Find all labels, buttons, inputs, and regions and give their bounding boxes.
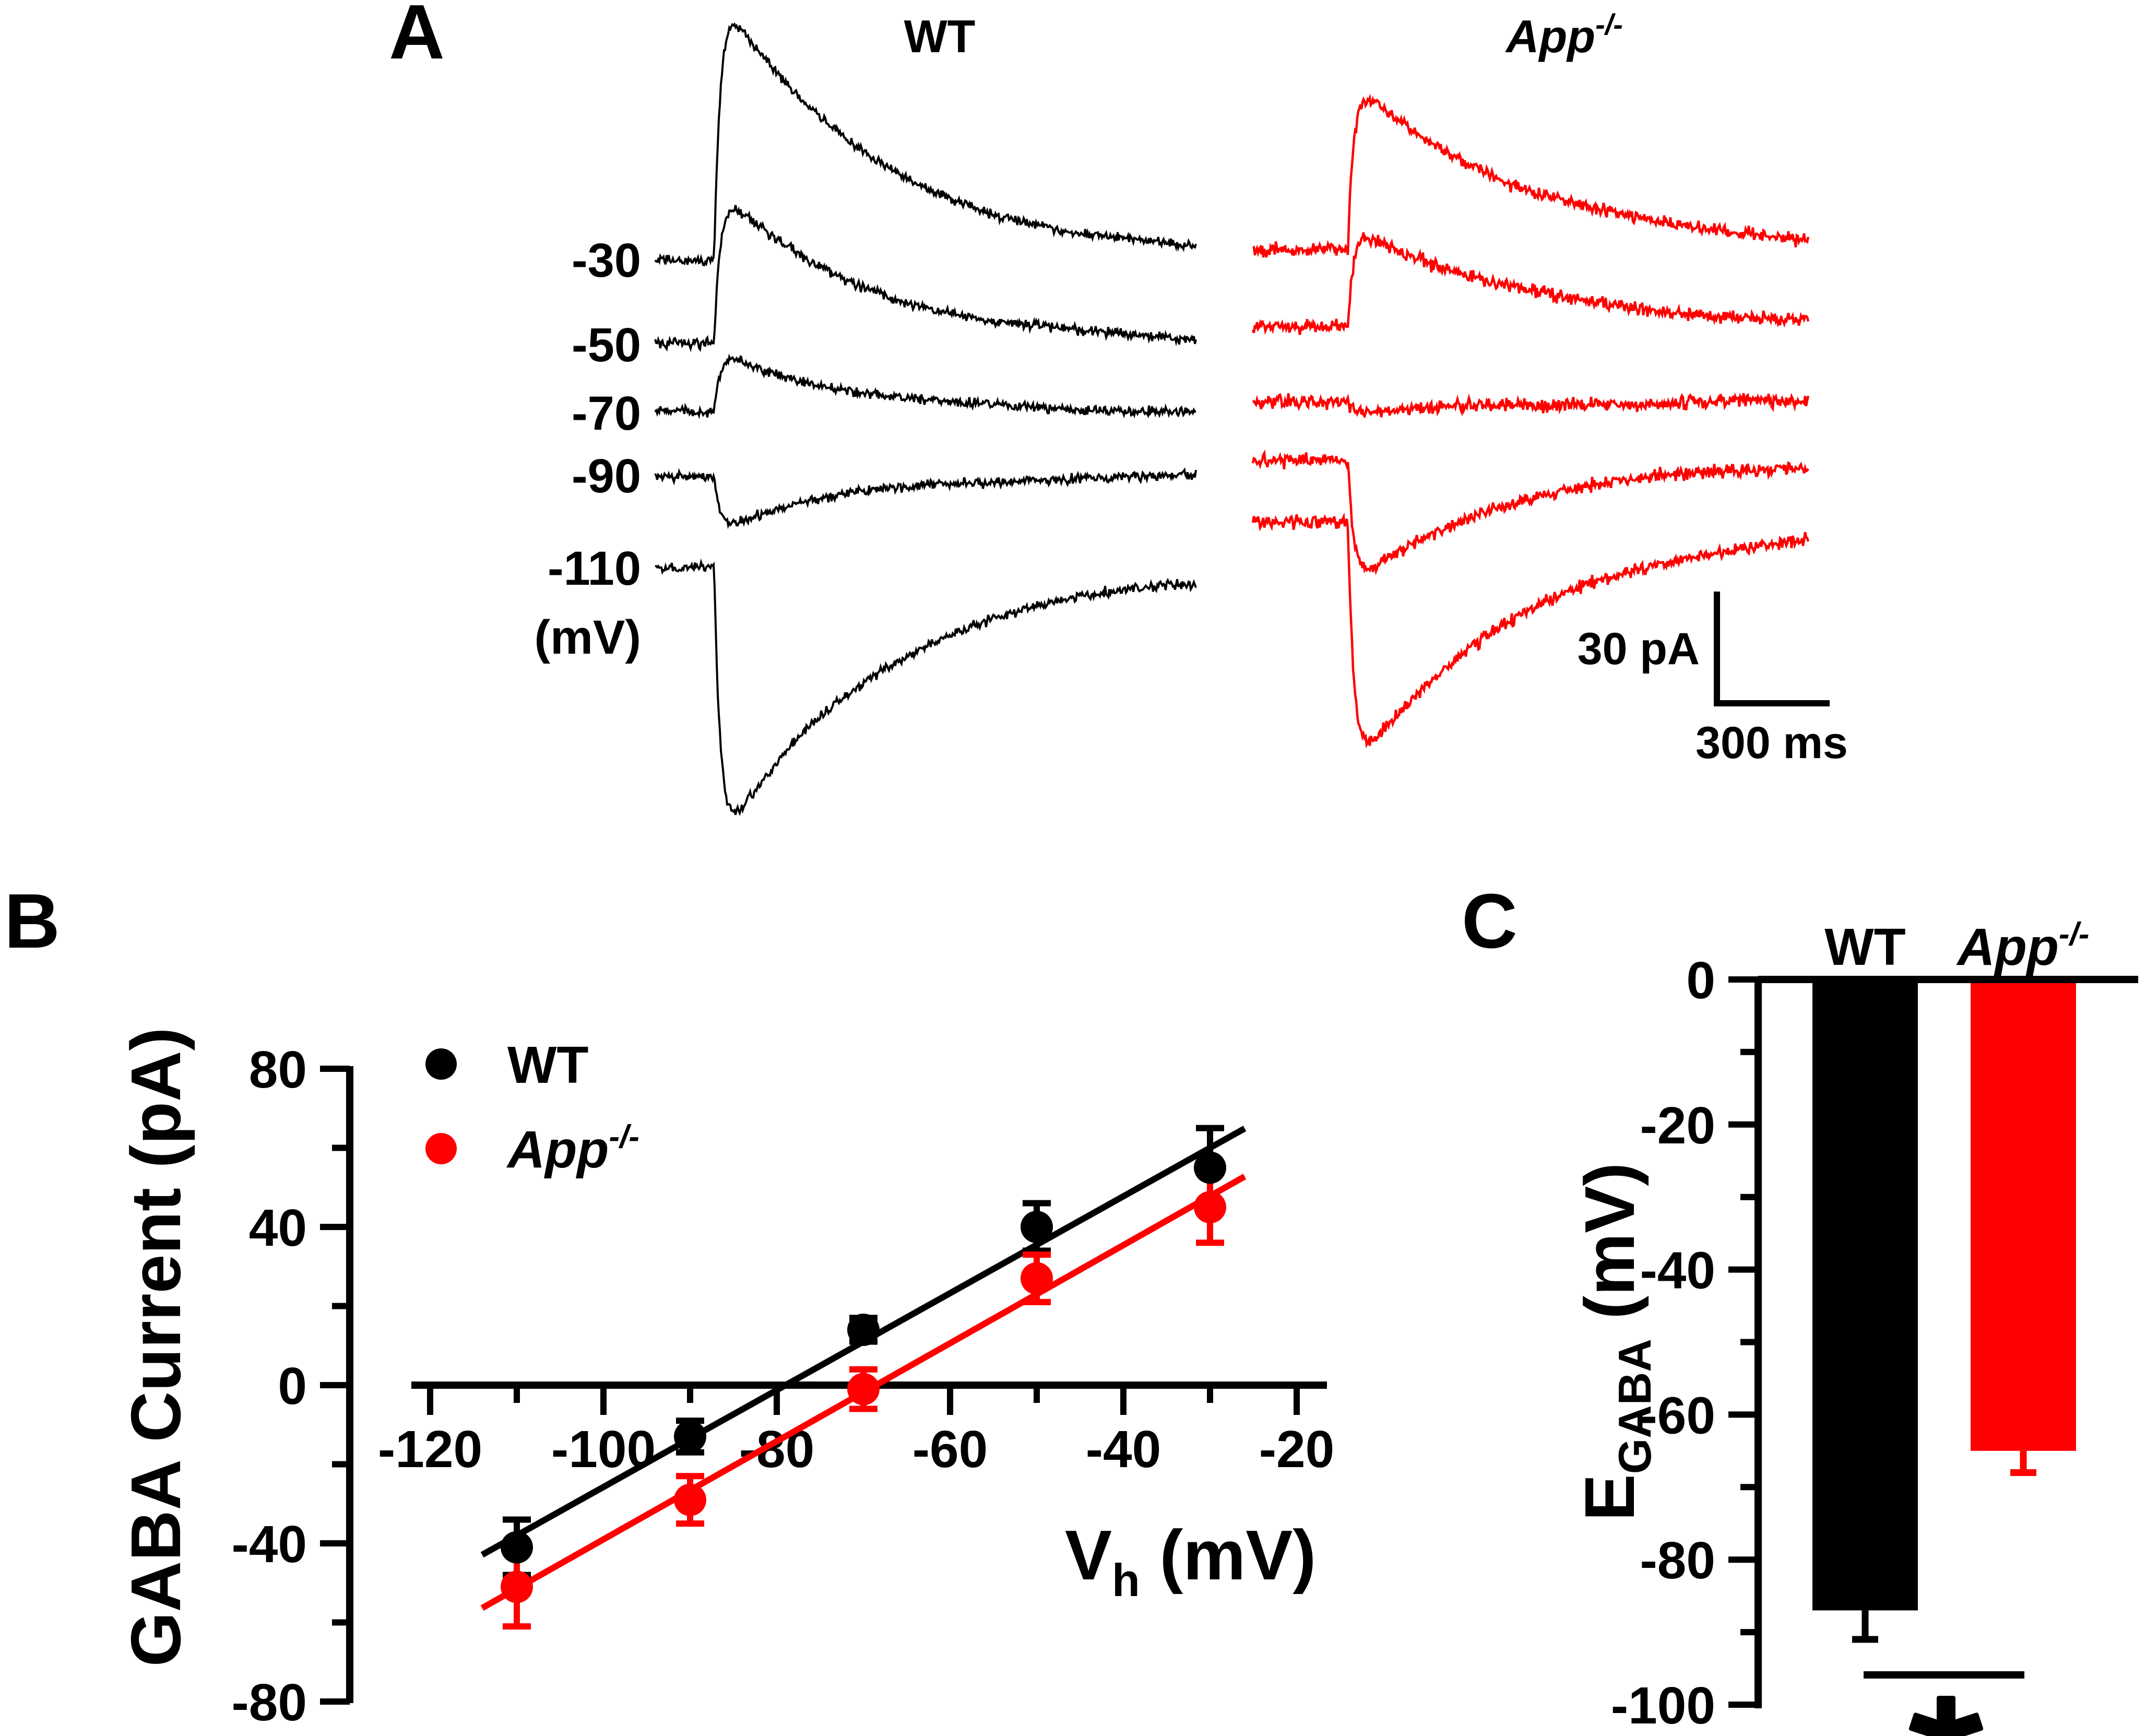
legend-app-sup: -/-	[609, 1119, 639, 1155]
legend-marker-app	[425, 1133, 457, 1164]
app-title-main: App	[1505, 10, 1595, 62]
b-x-tick-label--120: -120	[378, 1420, 482, 1479]
a-voltage-label--70: -70	[572, 387, 641, 440]
b-x-title-main: V	[1065, 1516, 1112, 1595]
b-x-title-rest: (mV)	[1140, 1516, 1317, 1595]
b-point-WT--50	[1021, 1211, 1053, 1243]
panel-c-letter: C	[1462, 878, 1517, 964]
a-voltage-label--30: -30	[572, 234, 641, 287]
a-trace-app--90mV	[1251, 449, 1809, 575]
panel-b-letter: B	[4, 878, 60, 964]
b-x-tick-label--40: -40	[1086, 1420, 1161, 1479]
b-data-points	[501, 1151, 1226, 1603]
panel-a-wt-title: WT	[904, 10, 976, 62]
panel-a-app-title: App-/-	[1505, 8, 1623, 62]
legend-label-wt: WT	[507, 1036, 588, 1094]
a-voltage-label--50: -50	[572, 318, 641, 372]
asterisk-arm	[1908, 1713, 1951, 1736]
a-voltage-label--110: -110	[548, 542, 641, 595]
a-trace-app--50mV	[1251, 232, 1810, 335]
c-bars	[1812, 979, 2076, 1611]
b-point-App-/---70	[847, 1373, 880, 1406]
b-x-tick-label--60: -60	[912, 1420, 988, 1479]
c-col-app-sup: -/-	[2059, 916, 2090, 952]
b-point-WT--30	[1194, 1151, 1226, 1184]
b-point-WT--90	[674, 1420, 706, 1453]
scalebar-time-label: 300 ms	[1696, 718, 1848, 768]
panel-a: A WT App-/- -30-50-70-90-110 (mV) 30 pA …	[389, 0, 1848, 816]
a-trace-wt--30mV	[654, 22, 1197, 267]
a-trace-app--70mV	[1252, 392, 1810, 419]
a-trace-app--30mV	[1252, 93, 1810, 258]
a-trace-wt--50mV	[654, 205, 1197, 352]
b-y-tick-label-40: 40	[249, 1199, 307, 1257]
c-y-title-rest: (mV)	[1570, 1163, 1649, 1339]
b-y-tick-label--40: -40	[231, 1515, 307, 1574]
c-y-title-main: E	[1570, 1474, 1649, 1521]
legend-marker-wt	[425, 1048, 457, 1080]
b-x-title-sub: h	[1112, 1554, 1140, 1606]
c-y-tick-label--100: -100	[1611, 1676, 1715, 1735]
a-trace-app--110mV	[1251, 512, 1810, 749]
c-col-app-main: App	[1956, 918, 2059, 976]
b-point-App-/---50	[1021, 1262, 1053, 1295]
scalebar-current-label: 30 pA	[1578, 624, 1700, 674]
panel-c: C EGABA (mV) 0 -20 -40 -60 -80 -100 WT App-/-	[1462, 878, 2138, 1736]
b-y-tick-label-80: 80	[249, 1041, 307, 1099]
b-point-App-/---110	[501, 1570, 533, 1603]
a-trace-wt--90mV	[654, 467, 1197, 529]
b-point-WT--110	[501, 1531, 533, 1564]
legend-app-main: App	[506, 1120, 609, 1179]
c-axes: 0 -20 -40 -60 -80 -100	[1611, 951, 2138, 1735]
c-col-label-wt: WT	[1824, 918, 1905, 976]
b-point-WT--70	[847, 1313, 880, 1346]
legend-label-app: App-/-	[506, 1119, 639, 1179]
wt-current-traces	[654, 22, 1197, 816]
b-y-tick-label--80: -80	[231, 1673, 307, 1732]
c-y-tick-label--80: -80	[1640, 1531, 1715, 1590]
c-bar-App-/-	[1971, 979, 2076, 1451]
a-trace-wt--110mV	[655, 558, 1197, 816]
c-y-tick-label--40: -40	[1640, 1242, 1715, 1300]
b-point-App-/---90	[674, 1483, 706, 1516]
significance-asterisk	[1908, 1696, 1984, 1736]
c-error-bars	[1852, 1450, 2036, 1643]
b-y-tick-label-0: 0	[278, 1357, 307, 1415]
holding-potential-labels: -30 -50 -70 -90 -110	[548, 234, 641, 595]
a-trace-wt--70mV	[654, 353, 1196, 419]
b-x-axis-title: Vh (mV)	[1065, 1516, 1316, 1606]
app-current-traces	[1251, 93, 1810, 749]
c-y-axis-title: EGABA (mV)	[1570, 1163, 1661, 1521]
a-voltage-label--90: -90	[572, 450, 641, 503]
b-y-axis-title: GABA Current (pA)	[116, 1028, 195, 1667]
c-col-label-app: App-/-	[1956, 916, 2090, 976]
c-y-tick-label--60: -60	[1640, 1386, 1715, 1445]
c-y-title-sub: GABA	[1609, 1339, 1661, 1474]
panel-a-letter: A	[389, 0, 445, 75]
app-title-sup: -/-	[1595, 8, 1623, 41]
mv-unit-label: (mV)	[535, 611, 641, 664]
b-x-tick-label--20: -20	[1259, 1420, 1335, 1479]
b-point-App-/---30	[1194, 1191, 1226, 1224]
c-y-tick-label-0: 0	[1686, 951, 1715, 1010]
c-y-tick-label--20: -20	[1640, 1096, 1715, 1155]
c-bar-WT	[1812, 979, 1918, 1611]
